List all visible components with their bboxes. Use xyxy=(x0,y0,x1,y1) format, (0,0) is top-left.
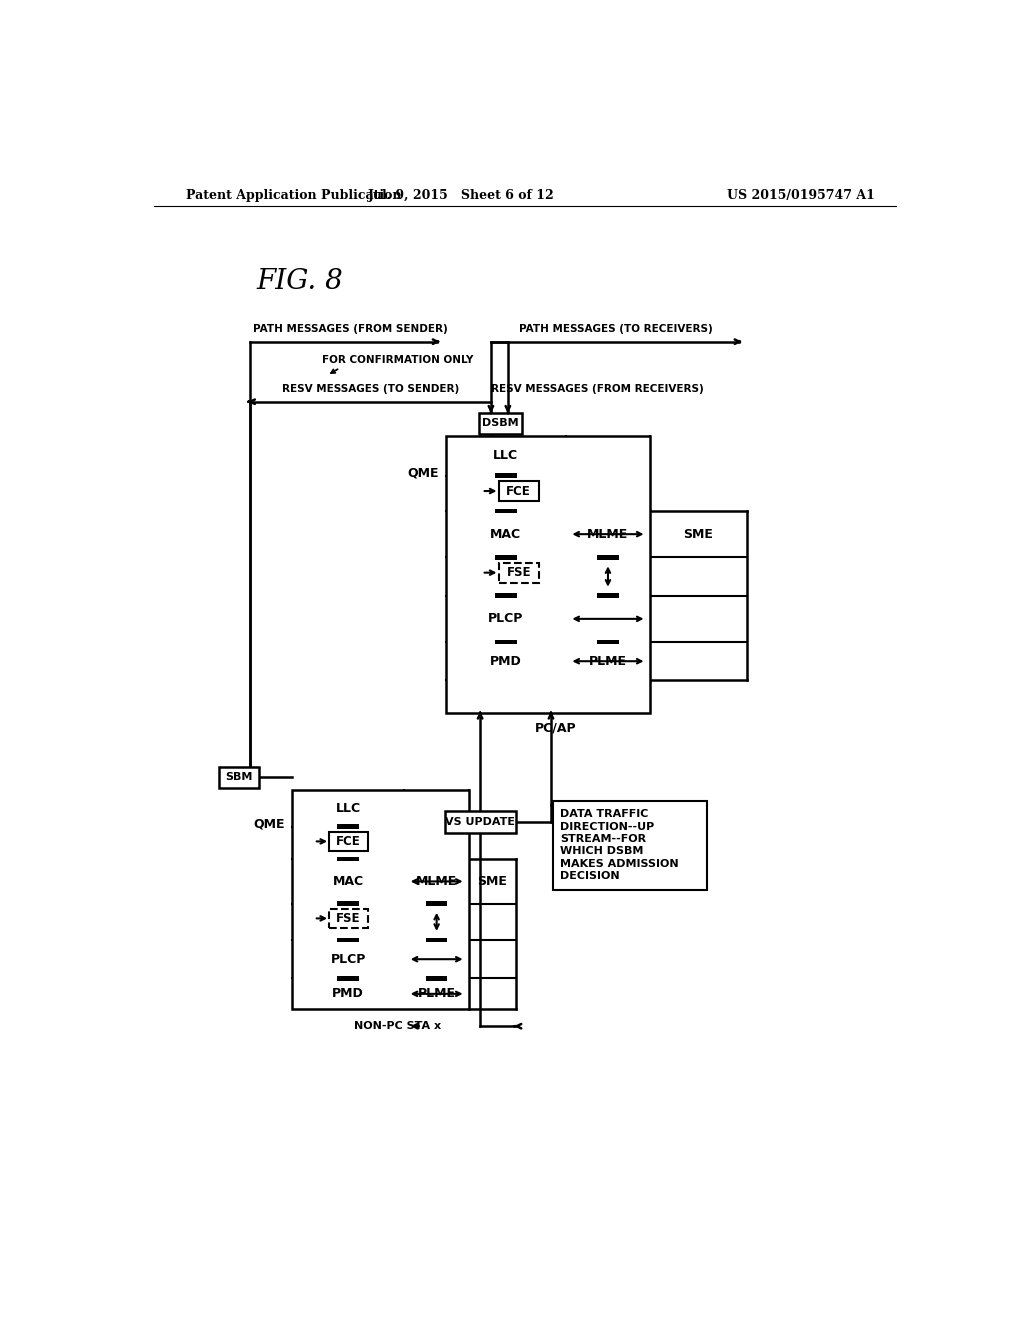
Text: STREAM--FOR: STREAM--FOR xyxy=(560,834,646,843)
Text: Patent Application Publication: Patent Application Publication xyxy=(186,189,401,202)
Bar xyxy=(337,902,358,906)
Bar xyxy=(219,767,259,788)
Text: MLME: MLME xyxy=(588,528,629,541)
Text: MLME: MLME xyxy=(416,875,458,888)
Bar xyxy=(292,789,469,1010)
Text: FCE: FCE xyxy=(336,834,360,847)
Bar xyxy=(330,832,368,850)
Text: MAKES ADMISSION: MAKES ADMISSION xyxy=(560,859,679,869)
Text: PLME: PLME xyxy=(589,655,627,668)
Bar xyxy=(553,801,707,890)
Text: PMD: PMD xyxy=(490,655,522,668)
Bar xyxy=(597,640,618,644)
Text: FCE: FCE xyxy=(506,484,531,498)
Bar xyxy=(446,436,650,713)
Text: US 2015/0195747 A1: US 2015/0195747 A1 xyxy=(726,189,874,202)
Text: DECISION: DECISION xyxy=(560,871,620,880)
Text: PATH MESSAGES (TO RECEIVERS): PATH MESSAGES (TO RECEIVERS) xyxy=(519,325,713,334)
Text: DATA TRAFFIC: DATA TRAFFIC xyxy=(560,809,648,820)
Bar xyxy=(426,937,447,942)
Text: LLC: LLC xyxy=(336,801,360,814)
Text: FSE: FSE xyxy=(336,912,360,925)
Bar xyxy=(597,554,618,560)
Bar xyxy=(496,640,517,644)
Text: PATH MESSAGES (FROM SENDER): PATH MESSAGES (FROM SENDER) xyxy=(253,325,447,334)
Text: SME: SME xyxy=(683,528,714,541)
Text: LLC: LLC xyxy=(494,449,518,462)
Text: RESV MESSAGES (FROM RECEIVERS): RESV MESSAGES (FROM RECEIVERS) xyxy=(490,384,703,395)
Text: NON-PC STA x: NON-PC STA x xyxy=(354,1022,441,1031)
Bar xyxy=(499,480,539,502)
Bar xyxy=(426,902,447,906)
Text: DSBM: DSBM xyxy=(482,418,518,428)
Bar xyxy=(444,812,515,833)
Text: FOR CONFIRMATION ONLY: FOR CONFIRMATION ONLY xyxy=(322,355,473,366)
Bar xyxy=(426,977,447,981)
Text: MAC: MAC xyxy=(333,875,364,888)
Bar xyxy=(330,909,368,928)
Text: QME: QME xyxy=(253,818,285,832)
Text: SBM: SBM xyxy=(225,772,253,783)
Bar xyxy=(496,474,517,478)
Bar xyxy=(337,857,358,862)
Text: DIRECTION--UP: DIRECTION--UP xyxy=(560,822,654,832)
Bar xyxy=(496,594,517,598)
Text: PLCP: PLCP xyxy=(488,612,523,626)
Text: PC/AP: PC/AP xyxy=(536,722,577,735)
Text: PMD: PMD xyxy=(332,987,364,1001)
Text: FIG. 8: FIG. 8 xyxy=(257,268,343,296)
Bar xyxy=(597,594,618,598)
Text: PLCP: PLCP xyxy=(331,953,366,966)
Bar xyxy=(337,937,358,942)
Text: Jul. 9, 2015   Sheet 6 of 12: Jul. 9, 2015 Sheet 6 of 12 xyxy=(369,189,555,202)
Text: FSE: FSE xyxy=(507,566,530,579)
Text: RESV MESSAGES (TO SENDER): RESV MESSAGES (TO SENDER) xyxy=(283,384,460,395)
Bar xyxy=(499,562,539,582)
Text: SME: SME xyxy=(477,875,508,888)
Bar xyxy=(478,413,521,434)
Bar xyxy=(496,554,517,560)
Text: PLME: PLME xyxy=(418,987,456,1001)
Text: WHICH DSBM: WHICH DSBM xyxy=(560,846,644,857)
Bar xyxy=(337,825,358,829)
Bar xyxy=(337,977,358,981)
Text: MAC: MAC xyxy=(490,528,521,541)
Text: QME: QME xyxy=(408,467,439,480)
Text: VS UPDATE: VS UPDATE xyxy=(445,817,515,828)
Bar xyxy=(496,508,517,513)
